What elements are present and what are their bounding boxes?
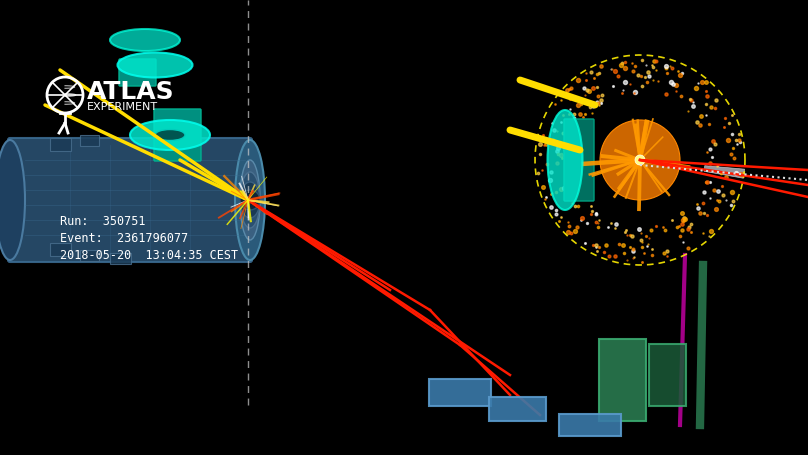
FancyBboxPatch shape <box>154 109 201 161</box>
FancyBboxPatch shape <box>429 379 491 406</box>
FancyBboxPatch shape <box>119 59 156 86</box>
Text: 2018-05-20  13:04:35 CEST: 2018-05-20 13:04:35 CEST <box>60 249 238 262</box>
Text: Run:  350751: Run: 350751 <box>60 215 145 228</box>
Ellipse shape <box>117 52 192 77</box>
FancyBboxPatch shape <box>489 397 546 421</box>
FancyBboxPatch shape <box>559 414 621 436</box>
Ellipse shape <box>548 110 583 210</box>
FancyBboxPatch shape <box>79 135 99 146</box>
Text: ATLAS: ATLAS <box>87 80 175 104</box>
FancyBboxPatch shape <box>49 137 70 151</box>
Circle shape <box>635 155 645 165</box>
Ellipse shape <box>240 160 260 240</box>
Ellipse shape <box>240 182 260 218</box>
FancyBboxPatch shape <box>110 253 131 263</box>
FancyBboxPatch shape <box>599 339 646 421</box>
Ellipse shape <box>240 172 260 228</box>
Ellipse shape <box>130 120 210 150</box>
FancyBboxPatch shape <box>564 119 594 201</box>
FancyBboxPatch shape <box>79 249 99 261</box>
Ellipse shape <box>155 130 185 141</box>
Text: Event:  2361796077: Event: 2361796077 <box>60 232 188 245</box>
Ellipse shape <box>240 190 260 210</box>
Ellipse shape <box>110 29 180 51</box>
Ellipse shape <box>0 140 25 260</box>
FancyBboxPatch shape <box>49 243 70 256</box>
FancyBboxPatch shape <box>8 138 252 262</box>
Wedge shape <box>704 166 745 178</box>
Text: EXPERIMENT: EXPERIMENT <box>87 102 158 112</box>
FancyBboxPatch shape <box>649 344 686 406</box>
Ellipse shape <box>235 140 265 260</box>
Circle shape <box>600 120 680 200</box>
